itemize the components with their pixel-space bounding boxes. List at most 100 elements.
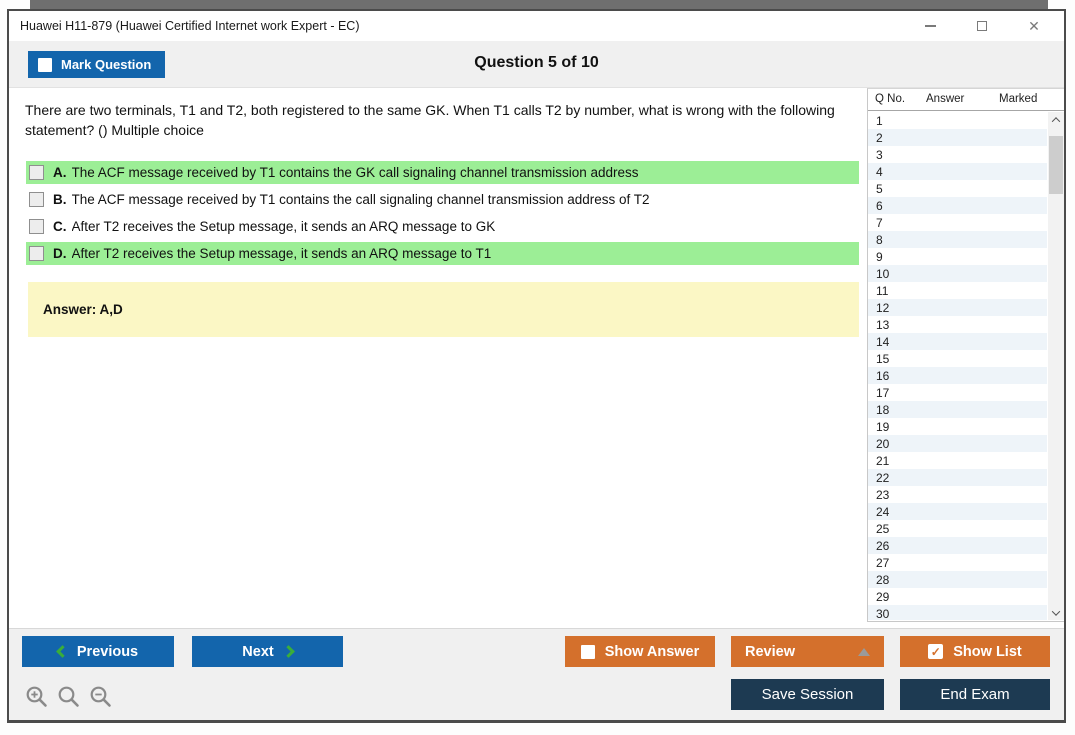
question-list-row[interactable]: 30 xyxy=(868,605,1047,620)
row-qno: 22 xyxy=(876,470,890,485)
scrollbar-down-button[interactable] xyxy=(1048,605,1064,620)
maximize-button[interactable] xyxy=(956,11,1008,41)
zoom-reset-icon[interactable] xyxy=(57,685,81,709)
question-list-row[interactable]: 29 xyxy=(868,588,1047,605)
option-a-letter: A. xyxy=(53,165,67,181)
options-list: A. The ACF message received by T1 contai… xyxy=(26,161,867,266)
mark-question-button[interactable]: Mark Question xyxy=(28,51,166,78)
option-row-a[interactable]: A. The ACF message received by T1 contai… xyxy=(26,161,859,185)
row-qno: 30 xyxy=(876,606,890,621)
row-qno: 5 xyxy=(876,181,883,196)
question-list-row[interactable]: 10 xyxy=(868,265,1047,282)
triangle-up-icon xyxy=(858,647,870,656)
column-header-marked: Marked xyxy=(999,93,1038,105)
question-list-row[interactable]: 13 xyxy=(868,316,1047,333)
answer-box: Answer: A,D xyxy=(28,282,859,338)
show-list-checkbox[interactable]: ✓ xyxy=(928,644,944,659)
question-list-scrollbar[interactable] xyxy=(1048,112,1064,620)
save-session-label: Save Session xyxy=(761,686,854,703)
question-list-row[interactable]: 18 xyxy=(868,401,1047,418)
show-list-button[interactable]: ✓ Show List xyxy=(900,636,1050,667)
mark-question-label: Mark Question xyxy=(61,57,152,72)
question-list-row[interactable]: 26 xyxy=(868,537,1047,554)
show-answer-checkbox[interactable] xyxy=(580,644,595,659)
question-list-row[interactable]: 15 xyxy=(868,350,1047,367)
row-qno: 18 xyxy=(876,402,890,417)
scrollbar-thumb[interactable] xyxy=(1049,136,1063,194)
review-button[interactable]: Review xyxy=(731,636,884,667)
row-qno: 13 xyxy=(876,317,890,332)
option-d-checkbox[interactable] xyxy=(29,246,44,262)
main-content: There are two terminals, T1 and T2, both… xyxy=(9,88,1064,628)
question-list-row[interactable]: 3 xyxy=(868,146,1047,163)
question-list-row[interactable]: 20 xyxy=(868,435,1047,452)
row-qno: 25 xyxy=(876,521,890,536)
row-qno: 11 xyxy=(876,283,889,298)
close-icon: ✕ xyxy=(1028,18,1040,34)
row-qno: 7 xyxy=(876,215,883,230)
question-list-row[interactable]: 12 xyxy=(868,299,1047,316)
option-row-b[interactable]: B. The ACF message received by T1 contai… xyxy=(26,188,859,211)
show-answer-label: Show Answer xyxy=(604,643,700,660)
end-exam-button[interactable]: End Exam xyxy=(900,679,1050,710)
answer-text: Answer: A,D xyxy=(43,302,123,318)
option-c-checkbox[interactable] xyxy=(29,219,44,235)
question-list-row[interactable]: 14 xyxy=(868,333,1047,350)
question-list-row[interactable]: 9 xyxy=(868,248,1047,265)
previous-button[interactable]: Previous xyxy=(22,636,174,667)
save-session-button[interactable]: Save Session xyxy=(731,679,884,710)
question-list-row[interactable]: 27 xyxy=(868,554,1047,571)
question-list-row[interactable]: 22 xyxy=(868,469,1047,486)
question-list-row[interactable]: 25 xyxy=(868,520,1047,537)
option-b-checkbox[interactable] xyxy=(29,192,44,208)
option-a-text: The ACF message received by T1 contains … xyxy=(71,165,639,181)
question-list-row[interactable]: 16 xyxy=(868,367,1047,384)
question-text: There are two terminals, T1 and T2, both… xyxy=(25,102,835,139)
row-qno: 2 xyxy=(876,130,883,145)
question-list-row[interactable]: 6 xyxy=(868,197,1047,214)
row-qno: 9 xyxy=(876,249,883,264)
question-list-row[interactable]: 1 xyxy=(868,112,1047,129)
next-button[interactable]: Next xyxy=(192,636,343,667)
app-window: Huawei H11-879 (Huawei Certified Interne… xyxy=(7,9,1066,723)
question-list-row[interactable]: 21 xyxy=(868,452,1047,469)
mark-question-checkbox[interactable] xyxy=(38,57,52,72)
option-d-letter: D. xyxy=(53,246,67,262)
row-qno: 1 xyxy=(876,113,883,128)
row-qno: 28 xyxy=(876,572,890,587)
question-list-row[interactable]: 8 xyxy=(868,231,1047,248)
header-strip: Mark Question Question 5 of 10 xyxy=(9,41,1064,88)
option-a-checkbox[interactable] xyxy=(29,165,44,181)
question-list-row[interactable]: 11 xyxy=(868,282,1047,299)
end-exam-label: End Exam xyxy=(940,686,1010,703)
minimize-icon xyxy=(924,25,936,27)
question-list-row[interactable]: 7 xyxy=(868,214,1047,231)
row-qno: 24 xyxy=(876,504,890,519)
show-answer-button[interactable]: Show Answer xyxy=(565,636,715,667)
minimize-button[interactable] xyxy=(904,11,956,41)
question-list-row[interactable]: 4 xyxy=(868,163,1047,180)
question-list-row[interactable]: 19 xyxy=(868,418,1047,435)
option-d-text: After T2 receives the Setup message, it … xyxy=(71,246,492,262)
question-list-row[interactable]: 17 xyxy=(868,384,1047,401)
footer-bar: Previous Next Show Answer Review ✓ Show … xyxy=(9,628,1064,720)
question-list-row[interactable]: 5 xyxy=(868,180,1047,197)
row-qno: 4 xyxy=(876,164,883,179)
option-row-c[interactable]: C. After T2 receives the Setup message, … xyxy=(26,215,859,238)
row-qno: 29 xyxy=(876,589,890,604)
question-list-row[interactable]: 23 xyxy=(868,486,1047,503)
question-area: There are two terminals, T1 and T2, both… xyxy=(9,88,867,628)
window-controls: ✕ xyxy=(904,11,1060,41)
scrollbar-up-button[interactable] xyxy=(1048,112,1064,127)
zoom-toolbar xyxy=(25,685,113,709)
question-list-row[interactable]: 2 xyxy=(868,129,1047,146)
zoom-out-icon[interactable] xyxy=(89,685,113,709)
option-row-d[interactable]: D. After T2 receives the Setup message, … xyxy=(26,242,859,266)
question-list-row[interactable]: 28 xyxy=(868,571,1047,588)
window-title: Huawei H11-879 (Huawei Certified Interne… xyxy=(20,19,360,33)
close-button[interactable]: ✕ xyxy=(1008,11,1060,41)
chevron-up-icon xyxy=(1051,116,1061,126)
row-qno: 27 xyxy=(876,555,890,570)
question-list-row[interactable]: 24 xyxy=(868,503,1047,520)
zoom-in-icon[interactable] xyxy=(25,685,49,709)
